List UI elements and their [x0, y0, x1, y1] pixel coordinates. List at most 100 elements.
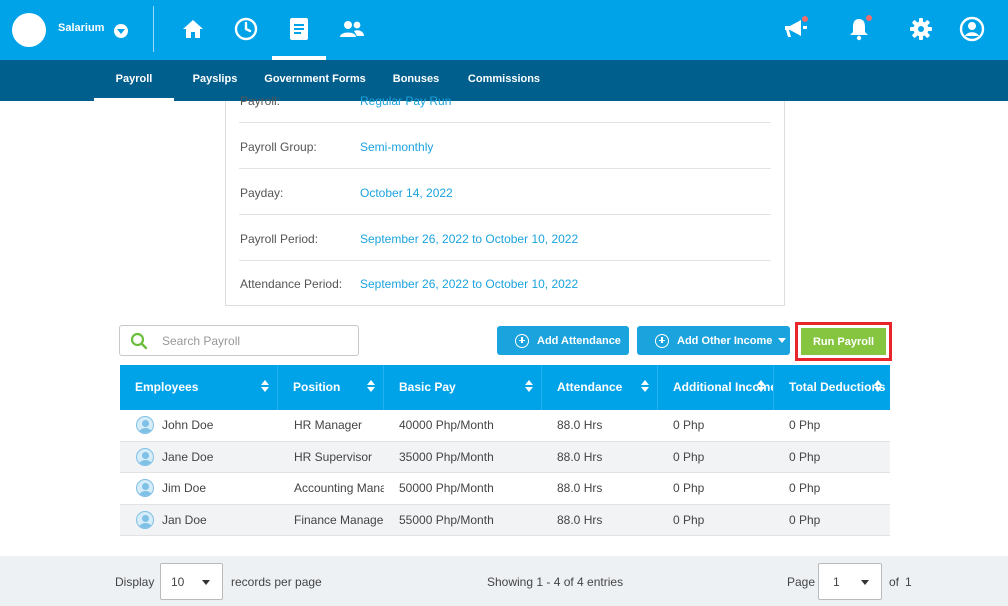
- add-other-income-button[interactable]: Add Other Income: [637, 326, 790, 355]
- notification-dot: [801, 15, 809, 23]
- basic-pay-cell: 50000 Php/Month: [399, 481, 494, 495]
- attendance-cell: 88.0 Hrs: [557, 418, 603, 432]
- records-per-page-value: 10: [171, 575, 185, 589]
- of-label: of: [889, 575, 900, 589]
- page-select[interactable]: 1: [818, 563, 882, 600]
- basic-pay-cell: 40000 Php/Month: [399, 418, 494, 432]
- table-row[interactable]: Jane Doe HR Supervisor 35000 Php/Month 8…: [120, 441, 890, 473]
- additional-income-cell: 0 Php: [673, 481, 705, 495]
- position-cell: Accounting Manager: [294, 481, 384, 495]
- detail-label: Payroll Period:: [240, 232, 319, 246]
- employee-name[interactable]: John Doe: [162, 418, 214, 432]
- column-header-total-deductions[interactable]: Total Deductions: [774, 365, 890, 410]
- user-icon[interactable]: [957, 14, 987, 44]
- search-box: [119, 325, 359, 356]
- caret-down-icon: [778, 338, 787, 343]
- divider: [153, 6, 154, 52]
- avatar: [136, 479, 154, 497]
- clock-icon[interactable]: [231, 14, 261, 44]
- column-label: Employees: [135, 380, 199, 394]
- column-label: Attendance: [557, 380, 623, 394]
- position-cell: HR Supervisor: [294, 449, 373, 464]
- column-label: Basic Pay: [399, 380, 456, 394]
- records-per-page-label: records per page: [231, 575, 322, 589]
- gear-icon[interactable]: [906, 14, 936, 44]
- detail-value: September 26, 2022 to October 10, 2022: [360, 277, 579, 291]
- column-header-basic-pay[interactable]: Basic Pay: [384, 365, 542, 410]
- total-deductions-cell: 0 Php: [789, 481, 821, 495]
- table-header: Employees Position Basic Pay Attendance …: [120, 365, 890, 410]
- company-logo[interactable]: [12, 13, 46, 47]
- run-payroll-highlight: Run Payroll: [795, 322, 892, 361]
- detail-value: September 26, 2022 to October 10, 2022: [360, 232, 579, 246]
- search-input[interactable]: [162, 332, 347, 350]
- detail-label: Attendance Period:: [240, 277, 343, 291]
- search-icon: [130, 332, 148, 355]
- caret-down-icon: [202, 580, 210, 585]
- employee-name[interactable]: Jan Doe: [162, 512, 207, 527]
- basic-pay-cell: 35000 Php/Month: [399, 449, 494, 464]
- detail-row-attendance-period: Attendance Period: September 26, 2022 to…: [239, 261, 771, 307]
- tab-government-forms[interactable]: Government Forms: [264, 73, 366, 85]
- detail-label: Payroll:: [240, 94, 281, 108]
- position-cell: Finance Manager: [294, 512, 384, 527]
- plus-circle-icon: [655, 333, 669, 348]
- table-row[interactable]: John Doe HR Manager 40000 Php/Month 88.0…: [120, 410, 890, 442]
- attendance-cell: 88.0 Hrs: [557, 449, 603, 464]
- sort-icon: [525, 380, 533, 394]
- notification-dot: [865, 14, 873, 22]
- avatar: [136, 510, 154, 529]
- top-bar: Salarium: [0, 0, 1008, 60]
- page-value: 1: [833, 575, 840, 589]
- employee-name[interactable]: Jane Doe: [162, 449, 214, 464]
- chevron-down-icon[interactable]: [114, 24, 128, 38]
- add-attendance-button[interactable]: Add Attendance: [497, 326, 629, 355]
- attendance-cell: 88.0 Hrs: [557, 512, 603, 527]
- detail-row-payroll-group: Payroll Group: Semi-monthly: [239, 123, 771, 169]
- sort-icon: [874, 380, 882, 394]
- employee-name[interactable]: Jim Doe: [162, 481, 207, 495]
- column-header-position[interactable]: Position: [278, 365, 384, 410]
- sort-icon: [367, 380, 375, 394]
- attendance-cell: 88.0 Hrs: [557, 481, 603, 495]
- table-row[interactable]: Jan Doe Finance Manager 55000 Php/Month …: [120, 504, 890, 536]
- sub-navigation: Payroll Payslips Government Forms Bonuse…: [0, 60, 1008, 101]
- table-row[interactable]: Jim Doe Accounting Manager 50000 Php/Mon…: [120, 473, 890, 505]
- sort-icon: [757, 380, 765, 394]
- detail-label: Payroll Group:: [240, 140, 317, 154]
- sort-icon: [261, 380, 269, 394]
- home-icon[interactable]: [178, 14, 208, 44]
- run-payroll-button[interactable]: Run Payroll: [801, 328, 886, 355]
- column-header-additional-income[interactable]: Additional Income: [658, 365, 774, 410]
- caret-down-icon: [861, 580, 869, 585]
- column-header-attendance[interactable]: Attendance: [542, 365, 658, 410]
- tab-payslips[interactable]: Payslips: [192, 73, 238, 85]
- payroll-table: Employees Position Basic Pay Attendance …: [120, 365, 890, 536]
- document-icon[interactable]: [284, 14, 314, 44]
- additional-income-cell: 0 Php: [673, 449, 705, 464]
- sort-icon: [641, 380, 649, 394]
- column-label: Additional Income: [673, 380, 774, 394]
- position-cell: HR Manager: [294, 418, 363, 432]
- company-name[interactable]: Salarium: [58, 22, 105, 34]
- plus-circle-icon: [515, 333, 529, 348]
- total-deductions-cell: 0 Php: [789, 512, 821, 527]
- records-per-page-select[interactable]: 10: [160, 563, 223, 600]
- total-pages: 1: [905, 575, 912, 589]
- add-other-income-label: Add Other Income: [677, 334, 773, 347]
- detail-row-payday: Payday: October 14, 2022: [239, 169, 771, 215]
- additional-income-cell: 0 Php: [673, 418, 705, 432]
- column-header-employees[interactable]: Employees: [120, 365, 278, 410]
- tab-payroll[interactable]: Payroll: [94, 60, 174, 101]
- bell-icon[interactable]: [844, 14, 874, 44]
- tab-commissions[interactable]: Commissions: [467, 73, 541, 85]
- detail-row-payroll-period: Payroll Period: September 26, 2022 to Oc…: [239, 215, 771, 261]
- basic-pay-cell: 55000 Php/Month: [399, 512, 494, 527]
- tab-bonuses[interactable]: Bonuses: [392, 73, 440, 85]
- detail-value: Semi-monthly: [360, 140, 434, 154]
- pagination-bar: Display 10 records per page Showing 1 - …: [0, 556, 1008, 606]
- column-label: Position: [293, 380, 341, 394]
- active-nav-indicator: [272, 56, 326, 60]
- people-icon[interactable]: [337, 14, 367, 44]
- megaphone-icon[interactable]: [781, 14, 811, 44]
